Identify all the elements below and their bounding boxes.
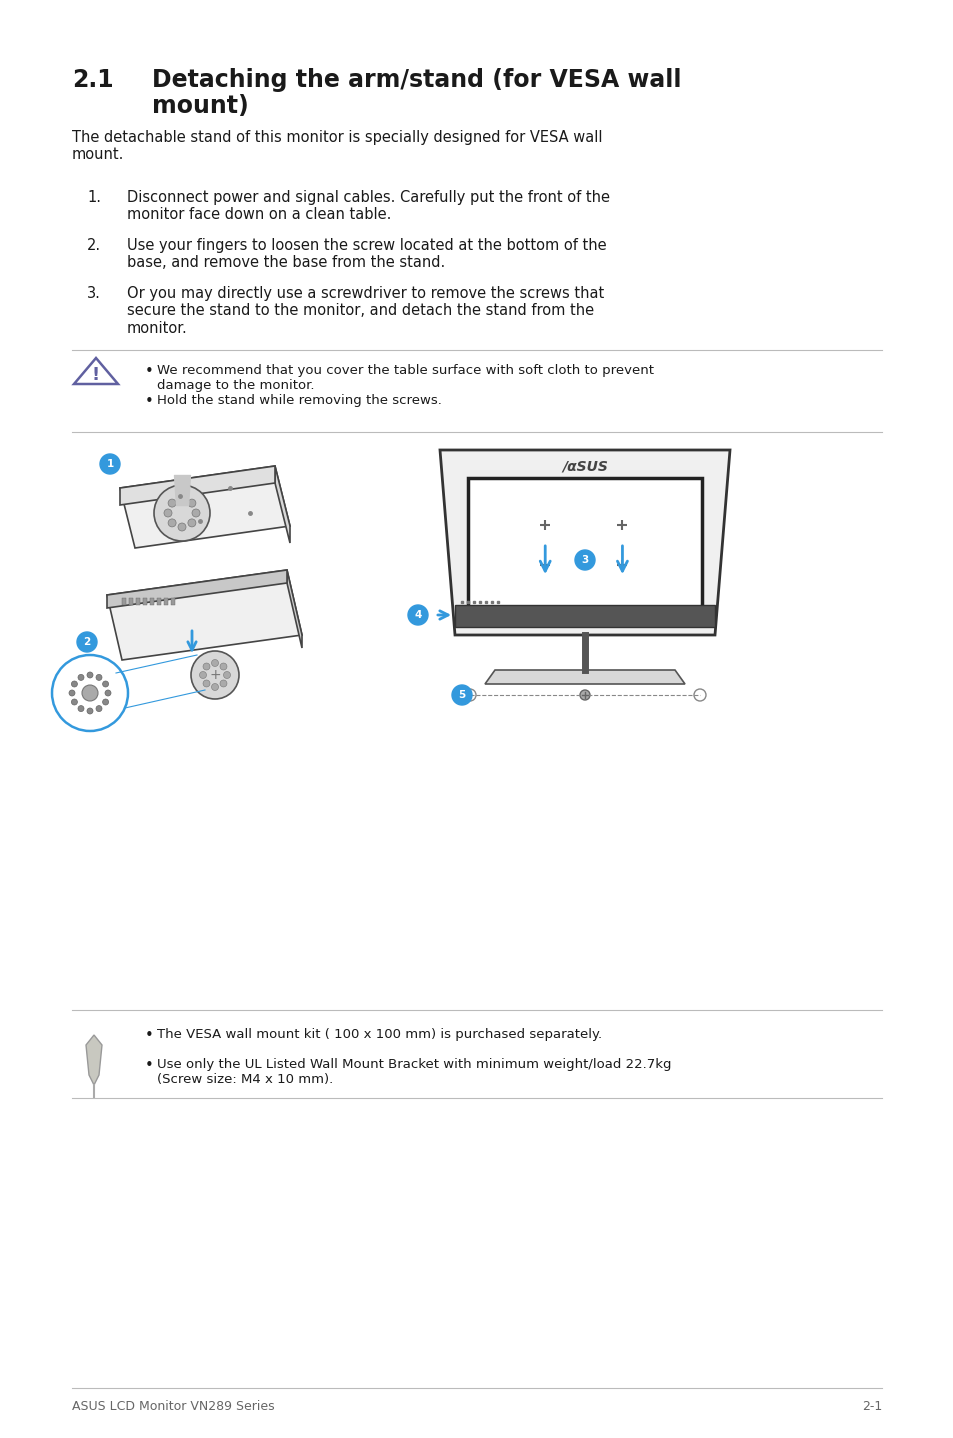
Circle shape bbox=[212, 660, 218, 666]
Circle shape bbox=[192, 509, 200, 518]
Circle shape bbox=[220, 663, 227, 670]
Circle shape bbox=[103, 699, 109, 705]
Circle shape bbox=[203, 663, 210, 670]
Text: 2: 2 bbox=[83, 637, 91, 647]
Bar bbox=[171, 598, 174, 605]
Circle shape bbox=[69, 690, 75, 696]
Circle shape bbox=[52, 654, 128, 731]
Circle shape bbox=[693, 689, 705, 700]
Bar bbox=[136, 598, 140, 605]
Circle shape bbox=[223, 672, 231, 679]
Circle shape bbox=[212, 683, 218, 690]
Text: 2-1: 2-1 bbox=[861, 1401, 882, 1414]
Text: The detachable stand of this monitor is specially designed for VESA wall
mount.: The detachable stand of this monitor is … bbox=[71, 129, 602, 162]
Text: Disconnect power and signal cables. Carefully put the front of the
monitor face : Disconnect power and signal cables. Care… bbox=[127, 190, 609, 223]
Circle shape bbox=[96, 706, 102, 712]
FancyBboxPatch shape bbox=[455, 605, 714, 627]
Text: 2.: 2. bbox=[87, 239, 101, 253]
Bar bbox=[129, 598, 132, 605]
Text: •: • bbox=[145, 1058, 153, 1073]
Circle shape bbox=[408, 605, 428, 626]
Circle shape bbox=[164, 509, 172, 518]
Circle shape bbox=[77, 631, 97, 651]
Text: Hold the stand while removing the screws.: Hold the stand while removing the screws… bbox=[157, 394, 441, 407]
Circle shape bbox=[575, 549, 595, 569]
Text: 2.1: 2.1 bbox=[71, 68, 113, 92]
Text: 5: 5 bbox=[457, 690, 465, 700]
Text: 1: 1 bbox=[107, 459, 113, 469]
Circle shape bbox=[199, 672, 206, 679]
Bar bbox=[143, 598, 147, 605]
Polygon shape bbox=[120, 466, 290, 548]
Circle shape bbox=[168, 499, 176, 508]
Polygon shape bbox=[86, 1035, 102, 1086]
Circle shape bbox=[188, 519, 195, 526]
Text: 3.: 3. bbox=[87, 286, 101, 301]
Text: ASUS LCD Monitor VN289 Series: ASUS LCD Monitor VN289 Series bbox=[71, 1401, 274, 1414]
Circle shape bbox=[188, 499, 195, 508]
Circle shape bbox=[463, 689, 476, 700]
Circle shape bbox=[105, 690, 111, 696]
Text: +: + bbox=[209, 669, 220, 682]
Circle shape bbox=[203, 680, 210, 687]
Circle shape bbox=[78, 706, 84, 712]
Text: Detaching the arm/stand (for VESA wall: Detaching the arm/stand (for VESA wall bbox=[152, 68, 680, 92]
Polygon shape bbox=[120, 466, 274, 505]
Polygon shape bbox=[74, 358, 118, 384]
Circle shape bbox=[579, 690, 589, 700]
Text: The VESA wall mount kit ( 100 x 100 mm) is purchased separately.: The VESA wall mount kit ( 100 x 100 mm) … bbox=[157, 1028, 601, 1041]
Text: 1.: 1. bbox=[87, 190, 101, 206]
Circle shape bbox=[220, 680, 227, 687]
Bar bbox=[150, 598, 153, 605]
Text: 4: 4 bbox=[414, 610, 421, 620]
Circle shape bbox=[71, 682, 77, 687]
Bar bbox=[164, 598, 168, 605]
Circle shape bbox=[191, 651, 239, 699]
Text: Use your fingers to loosen the screw located at the bottom of the
base, and remo: Use your fingers to loosen the screw loc… bbox=[127, 239, 606, 270]
Polygon shape bbox=[287, 569, 302, 649]
Text: mount): mount) bbox=[152, 93, 249, 118]
Circle shape bbox=[78, 674, 84, 680]
FancyBboxPatch shape bbox=[468, 477, 701, 608]
Circle shape bbox=[178, 523, 186, 531]
Text: Or you may directly use a screwdriver to remove the screws that
secure the stand: Or you may directly use a screwdriver to… bbox=[127, 286, 603, 336]
Polygon shape bbox=[439, 450, 729, 636]
Circle shape bbox=[168, 519, 176, 526]
Circle shape bbox=[178, 495, 186, 503]
Polygon shape bbox=[107, 569, 302, 660]
Bar bbox=[157, 598, 161, 605]
Circle shape bbox=[71, 699, 77, 705]
Bar bbox=[122, 598, 126, 605]
Circle shape bbox=[100, 454, 120, 475]
Text: Use only the UL Listed Wall Mount Bracket with minimum weight/load 22.7kg
(Screw: Use only the UL Listed Wall Mount Bracke… bbox=[157, 1058, 671, 1086]
Circle shape bbox=[153, 485, 210, 541]
Text: We recommend that you cover the table surface with soft cloth to prevent
damage : We recommend that you cover the table su… bbox=[157, 364, 654, 393]
Polygon shape bbox=[274, 466, 290, 544]
Text: •: • bbox=[145, 1028, 153, 1043]
Polygon shape bbox=[484, 670, 684, 684]
Text: 3: 3 bbox=[580, 555, 588, 565]
Text: /αSUS: /αSUS bbox=[561, 459, 607, 473]
Circle shape bbox=[82, 684, 98, 700]
Text: !: ! bbox=[91, 365, 100, 384]
Circle shape bbox=[96, 674, 102, 680]
Polygon shape bbox=[107, 569, 287, 608]
Text: •: • bbox=[145, 394, 153, 408]
Circle shape bbox=[87, 672, 92, 677]
Text: •: • bbox=[145, 364, 153, 380]
Circle shape bbox=[87, 707, 92, 715]
Circle shape bbox=[103, 682, 109, 687]
Circle shape bbox=[452, 684, 472, 705]
